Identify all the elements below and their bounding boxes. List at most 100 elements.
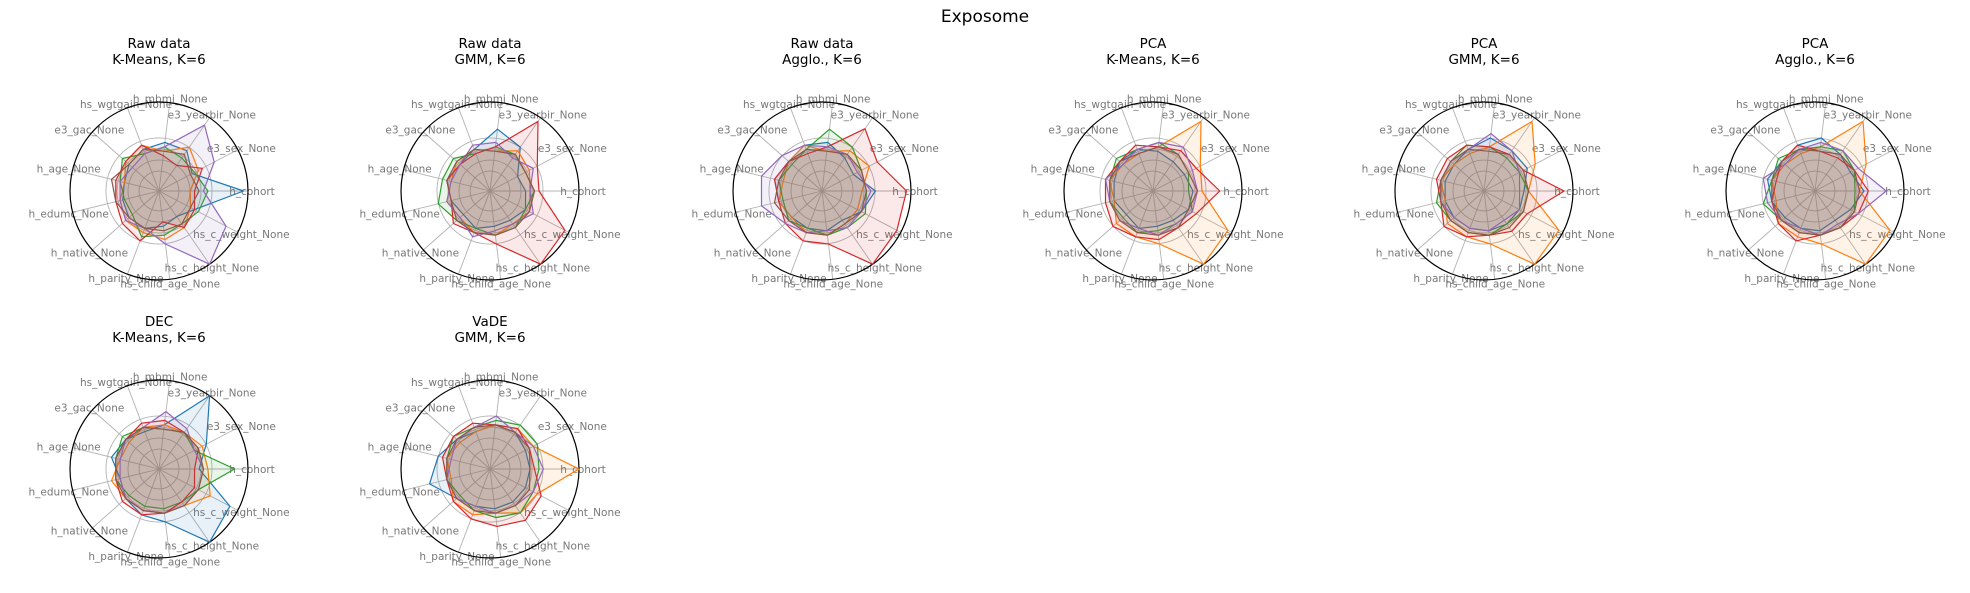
series-polygon-4 bbox=[115, 144, 203, 242]
axis-label: e3_gac_None bbox=[54, 124, 124, 136]
series-polygon-1 bbox=[1766, 137, 1865, 232]
axis-label: h_native_None bbox=[382, 248, 459, 260]
chart-title-line: Agglo., K=6 bbox=[782, 52, 862, 68]
series-polygon-1 bbox=[1113, 148, 1194, 229]
polar-frame bbox=[732, 101, 912, 281]
series-polygon-5 bbox=[1762, 141, 1887, 236]
axis-label: hs_c_weight_None bbox=[524, 229, 620, 241]
axis-label: e3_sex_None bbox=[1863, 143, 1932, 155]
axis-label: h_native_None bbox=[1707, 248, 1784, 260]
axis-label: h_cohort bbox=[1885, 186, 1931, 198]
axis-label: h_cohort bbox=[892, 186, 938, 198]
series-polygon-5 bbox=[119, 124, 227, 265]
chart-title-line: PCA bbox=[1140, 36, 1168, 52]
chart-title-line: K-Means, K=6 bbox=[1106, 52, 1199, 68]
axis-label: h_native_None bbox=[714, 248, 791, 260]
axis-label: e3_yearbir_None bbox=[1824, 109, 1912, 121]
axis-label: h_age_None bbox=[37, 164, 101, 176]
polar-frame bbox=[1394, 101, 1574, 281]
axis-label: h_edumc_None bbox=[29, 208, 109, 220]
axis-label: hs_c_weight_None bbox=[1187, 229, 1283, 241]
chart-title-line: VaDE bbox=[472, 314, 507, 330]
series-polygon-6 bbox=[1440, 148, 1530, 236]
series-polygon-6 bbox=[773, 148, 868, 236]
axis-label: e3_sex_None bbox=[538, 143, 607, 155]
axis-label: hs_wgtgain_None bbox=[80, 99, 172, 111]
axis-label: hs_c_height_None bbox=[1490, 263, 1585, 275]
series-polygon-6 bbox=[115, 426, 205, 514]
series-polygon-1 bbox=[1444, 137, 1528, 232]
series-polygon-1 bbox=[122, 141, 245, 229]
polar-frame bbox=[1725, 101, 1905, 281]
axis-label: h_age_None bbox=[1031, 164, 1095, 176]
series-polygon-5 bbox=[1104, 141, 1199, 236]
axis-label: hs_child_age_None bbox=[451, 278, 551, 290]
axis-label: hs_c_height_None bbox=[828, 263, 923, 275]
axis-label: h_native_None bbox=[1045, 248, 1122, 260]
axis-label: hs_c_weight_None bbox=[193, 507, 289, 519]
axis-label: hs_child_age_None bbox=[1445, 278, 1545, 290]
series-polygon-6 bbox=[110, 148, 200, 232]
axis-label: h_age_None bbox=[1362, 164, 1426, 176]
axis-label: h_parity_None bbox=[419, 551, 494, 563]
chart-title-line: GMM, K=6 bbox=[1448, 52, 1519, 68]
axis-label: hs_child_age_None bbox=[451, 556, 551, 568]
axis-label: hs_child_age_None bbox=[1114, 278, 1214, 290]
axis-label: hs_c_weight_None bbox=[856, 229, 952, 241]
axis-label: e3_sex_None bbox=[1532, 143, 1601, 155]
axis-label: e3_yearbir_None bbox=[1493, 109, 1581, 121]
axis-label: e3_gac_None bbox=[1710, 124, 1780, 136]
axis-label: h_parity_None bbox=[1082, 273, 1157, 285]
axis-label: e3_yearbir_None bbox=[831, 109, 919, 121]
axis-label: hs_c_weight_None bbox=[1849, 229, 1945, 241]
axis-label: h_parity_None bbox=[419, 273, 494, 285]
axis-label: h_native_None bbox=[1376, 248, 1453, 260]
polar-frame bbox=[69, 101, 249, 281]
axis-label: hs_c_height_None bbox=[496, 263, 591, 275]
chart-title-line: PCA bbox=[1471, 36, 1499, 52]
axis-label: e3_gac_None bbox=[717, 124, 787, 136]
axis-label: hs_child_age_None bbox=[120, 556, 220, 568]
axis-label: e3_yearbir_None bbox=[499, 387, 587, 399]
axis-label: hs_wgtgain_None bbox=[743, 99, 835, 111]
axis-label: e3_sex_None bbox=[538, 421, 607, 433]
axis-label: hs_c_height_None bbox=[1159, 263, 1254, 275]
axis-label: hs_wgtgain_None bbox=[411, 377, 503, 389]
chart-title-line: GMM, K=6 bbox=[454, 330, 525, 346]
chart-title-line: Agglo., K=6 bbox=[1775, 52, 1855, 68]
polar-frame bbox=[1063, 101, 1243, 281]
axis-label: e3_yearbir_None bbox=[168, 387, 256, 399]
axis-label: h_edumc_None bbox=[1023, 208, 1103, 220]
axis-label: hs_c_height_None bbox=[165, 263, 260, 275]
chart-title-line: PCA bbox=[1802, 36, 1830, 52]
axis-label: hs_wgtgain_None bbox=[80, 377, 172, 389]
chart-title-line: K-Means, K=6 bbox=[112, 330, 205, 346]
axis-label: h_age_None bbox=[1693, 164, 1757, 176]
axis-label: h_age_None bbox=[700, 164, 764, 176]
axis-label: e3_sex_None bbox=[1201, 143, 1270, 155]
axis-label: h_cohort bbox=[229, 464, 275, 476]
series-polygon-6 bbox=[446, 424, 531, 514]
figure-suptitle: Exposome bbox=[941, 7, 1029, 27]
axis-label: e3_yearbir_None bbox=[1162, 109, 1250, 121]
axis-label: h_cohort bbox=[1223, 186, 1269, 198]
chart-title-line: Raw data bbox=[790, 36, 853, 52]
axis-label: e3_gac_None bbox=[1048, 124, 1118, 136]
axis-label: e3_gac_None bbox=[1379, 124, 1449, 136]
series-polygon-6 bbox=[1109, 146, 1199, 236]
axis-label: h_parity_None bbox=[751, 273, 826, 285]
axis-label: h_native_None bbox=[51, 248, 128, 260]
axis-label: hs_c_weight_None bbox=[193, 229, 289, 241]
axis-label: e3_sex_None bbox=[207, 143, 276, 155]
axis-label: e3_sex_None bbox=[207, 421, 276, 433]
series-polygon-6 bbox=[446, 148, 536, 236]
axis-label: h_age_None bbox=[368, 442, 432, 454]
